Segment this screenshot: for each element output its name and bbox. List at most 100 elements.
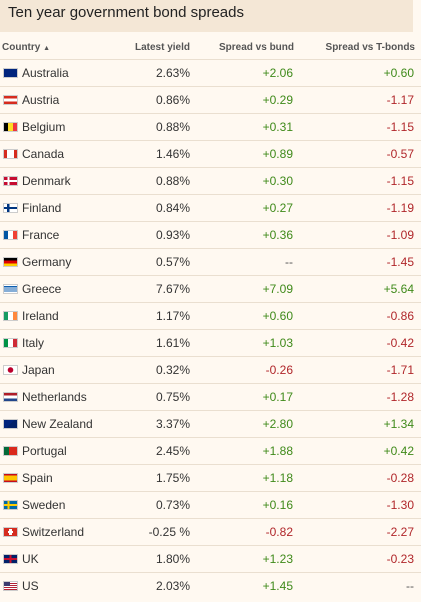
- table-row: Italy 1.61% +1.03 -0.42: [0, 329, 421, 356]
- spread-bund: -0.82: [265, 525, 293, 539]
- flag-icon: [3, 203, 18, 213]
- country: Canada: [22, 147, 65, 161]
- country: Ireland: [22, 309, 59, 323]
- table-row: Canada 1.46% +0.89 -0.57: [0, 140, 421, 167]
- latest-yield: 0.73%: [155, 498, 190, 512]
- table-row: Spain 1.75% +1.18 -0.28: [0, 464, 421, 491]
- latest-yield: 2.03%: [155, 579, 190, 593]
- country: Italy: [22, 336, 45, 350]
- latest-yield: 7.67%: [155, 282, 190, 296]
- flag-icon: [3, 392, 18, 402]
- country: Denmark: [22, 174, 71, 188]
- col-head[interactable]: Latest yield: [134, 42, 190, 53]
- spread-bund: +0.89: [262, 147, 293, 161]
- spread-tbonds: -1.71: [386, 363, 414, 377]
- latest-yield: 3.37%: [155, 417, 190, 431]
- spread-bund: +0.27: [262, 201, 293, 215]
- country: Austria: [22, 93, 60, 107]
- spread-tbonds: -2.27: [386, 525, 414, 539]
- latest-yield: 0.88%: [155, 174, 190, 188]
- country: UK: [22, 552, 39, 566]
- spread-bund: +0.29: [262, 93, 293, 107]
- spread-bund: +0.60: [262, 309, 293, 323]
- latest-yield: 0.93%: [155, 228, 190, 242]
- latest-yield: -0.25 %: [148, 525, 190, 539]
- spread-tbonds: -0.57: [386, 147, 414, 161]
- latest-yield: 0.75%: [155, 390, 190, 404]
- country: Switzerland: [22, 525, 85, 539]
- table-row: Austria 0.86% +0.29 -1.17: [0, 86, 421, 113]
- flag-icon: [3, 554, 18, 564]
- country: Netherlands: [22, 390, 87, 404]
- spread-bund: +7.09: [262, 282, 293, 296]
- country: US: [22, 579, 39, 593]
- table-row: Germany 0.57% -- -1.45: [0, 248, 421, 275]
- latest-yield: 1.17%: [155, 309, 190, 323]
- spread-tbonds: -0.86: [386, 309, 414, 323]
- spread-bund: +1.88: [262, 444, 293, 458]
- spread-bund: +0.16: [262, 498, 293, 512]
- header-country[interactable]: Country ▲: [2, 38, 50, 58]
- spread-tbonds: -1.09: [386, 228, 414, 242]
- title: Ten year government bond spreads: [0, 0, 413, 32]
- country: France: [22, 228, 60, 242]
- spread-bund: +0.17: [262, 390, 293, 404]
- table-row: Australia 2.63% +2.06 +0.60: [0, 59, 421, 86]
- country: Spain: [22, 471, 53, 485]
- flag-icon: [3, 95, 18, 105]
- latest-yield: 0.86%: [155, 93, 190, 107]
- spread-bund: +1.03: [262, 336, 293, 350]
- col-head[interactable]: Spread vs bund: [218, 42, 294, 53]
- flag-icon: [3, 257, 18, 267]
- country: Finland: [22, 201, 62, 215]
- latest-yield: 0.84%: [155, 201, 190, 215]
- country: Sweden: [22, 498, 66, 512]
- col-head[interactable]: Spread vs T-bonds: [325, 42, 415, 53]
- spread-tbonds: -1.45: [386, 255, 414, 269]
- spread-bund: +0.36: [262, 228, 293, 242]
- table-row: New Zealand 3.37% +2.80 +1.34: [0, 410, 421, 437]
- spread-bund: +2.80: [262, 417, 293, 431]
- flag-icon: [3, 446, 18, 456]
- latest-yield: 1.61%: [155, 336, 190, 350]
- spread-tbonds: +1.34: [383, 417, 414, 431]
- spread-tbonds: -0.42: [386, 336, 414, 350]
- sort-arrow: ▲: [43, 45, 51, 52]
- flag-icon: [3, 527, 18, 537]
- latest-yield: 0.32%: [155, 363, 190, 377]
- table-row: Finland 0.84% +0.27 -1.19: [0, 194, 421, 221]
- spread-tbonds: -0.28: [386, 471, 414, 485]
- country: Belgium: [22, 120, 66, 134]
- spread-tbonds: -1.15: [386, 174, 414, 188]
- country: Portugal: [22, 444, 67, 458]
- flag-icon: [3, 473, 18, 483]
- spread-bund: +2.06: [262, 66, 293, 80]
- flag-icon: [3, 176, 18, 186]
- country: Japan: [22, 363, 55, 377]
- spread-bund: +0.31: [262, 120, 293, 134]
- spread-tbonds: -1.28: [386, 390, 414, 404]
- spread-tbonds: -0.23: [386, 552, 414, 566]
- flag-icon: [3, 149, 18, 159]
- spread-bund: -0.26: [265, 363, 293, 377]
- spread-tbonds: +5.64: [383, 282, 414, 296]
- spread-tbonds: -1.15: [386, 120, 414, 134]
- spread-tbonds: -1.19: [386, 201, 414, 215]
- flag-icon: [3, 338, 18, 348]
- table-row: Belgium 0.88% +0.31 -1.15: [0, 113, 421, 140]
- flag-icon: [3, 365, 18, 375]
- spread-tbonds: -1.30: [386, 498, 414, 512]
- latest-yield: 2.63%: [155, 66, 190, 80]
- table-row: UK 1.80% +1.23 -0.23: [0, 545, 421, 572]
- spread-bund: +1.18: [262, 471, 293, 485]
- flag-icon: [3, 122, 18, 132]
- flag-icon: [3, 581, 18, 591]
- spread-tbonds: --: [406, 579, 414, 593]
- table-row: Ireland 1.17% +0.60 -0.86: [0, 302, 421, 329]
- latest-yield: 1.80%: [155, 552, 190, 566]
- flag-icon: [3, 230, 18, 240]
- flag-icon: [3, 500, 18, 510]
- table-row: Sweden 0.73% +0.16 -1.30: [0, 491, 421, 518]
- flag-icon: [3, 419, 18, 429]
